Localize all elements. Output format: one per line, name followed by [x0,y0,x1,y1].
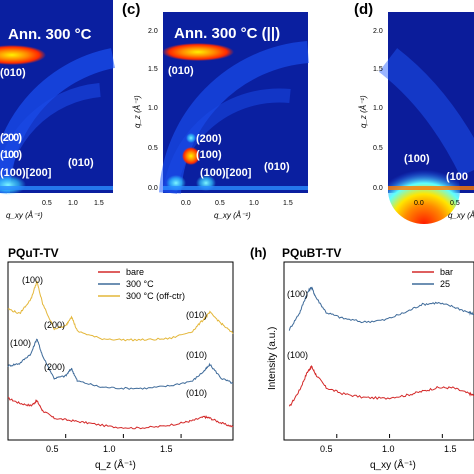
panel-g-peak-label: (010) [186,388,207,398]
series-line-300-c-off-ctr- [7,280,234,342]
panel-b-xlabel: q_xy (Å⁻¹) [6,211,43,220]
panel-c-ytick: 1.0 [148,105,158,112]
panel-g-peak-label: (100) [10,338,31,348]
panel-b-peak-label: (010) [0,67,26,79]
panel-d-giwaxs: (d) (100) (100 0.0 0.5 1.0 1.5 2.0 q_z (… [354,1,474,224]
panel-d-xlabel: q_xy (Å⁻¹) [448,211,474,220]
panel-d-letter: (d) [354,1,373,18]
panel-b-xtick: 1.5 [94,200,104,207]
legend-label-300: 300 °C [126,279,154,289]
panel-h-xlabel: q_xy (Å⁻¹) [370,458,416,471]
panel-c-ytick: 0.0 [148,185,158,192]
panel-g-peak-label: (200) [44,320,65,330]
panel-g-peak-label: (200) [44,362,65,372]
panel-g-xlabel: q_z (Å⁻¹) [95,458,136,471]
panel-c-xtick: 1.0 [249,200,259,207]
panel-c-letter: (c) [122,1,140,18]
panel-h-letter: (h) [250,245,267,260]
panel-h-xtick: 0.5 [320,444,333,454]
panel-h-legend: bar 25 [412,267,453,289]
panel-h-xtick: 1.5 [444,444,457,454]
panel-g-peak-label: (010) [186,310,207,320]
panel-b-xtick: 0.5 [42,200,52,207]
panel-g-xtick: 1.5 [160,444,173,454]
panel-c-ytick: 0.5 [148,145,158,152]
panel-b-title: Ann. 300 °C [8,26,92,43]
panel-g-series [7,280,234,430]
legend-label-25: 25 [440,279,450,289]
panel-d-peak-label: (100 [446,171,468,183]
series-line-25 [288,286,474,331]
panel-b-010-spot [0,45,46,65]
series-line-bare [7,397,234,430]
panel-h-axis-ticks [336,434,443,438]
panel-c-ylabel: q_z (Å⁻¹) [133,95,142,128]
panel-h-peak-label: (100) [287,289,308,299]
panel-h-xtick: 1.0 [382,444,395,454]
panel-h-series [288,286,474,407]
panel-b-peak-label: (100)[200] [0,167,52,179]
panel-g-xtick: 0.5 [46,444,59,454]
panel-d-ytick: 0.5 [373,145,383,152]
panel-d-ytick: 1.0 [373,105,383,112]
panel-d-ytick: 1.5 [373,66,383,73]
panel-b-peak-label: (200) [0,132,22,144]
panel-g-peak-label: (100) [22,275,43,285]
panel-g-axis-ticks [65,434,182,438]
panel-c-010-spot [162,43,234,61]
panel-g-peak-label: (010) [186,350,207,360]
panel-c-ytick: 2.0 [148,28,158,35]
panel-g-lineplot: PQuT-TV bare 300 °C 300 °C (off-ctr) (10… [7,246,234,471]
panel-b-xtick: 1.0 [68,200,78,207]
panel-c-title: Ann. 300 °C (||) [174,25,280,42]
panel-c-peak-label: (200) [196,133,222,145]
panel-d-xtick: 0.5 [450,200,460,207]
panel-b-peak-label: (100) [0,149,22,161]
panel-c-peak-label: (100) [196,149,222,161]
panel-h-lineplot: (h) PQuBT-TV Intensity (a.u.) bar 25 (10… [250,245,474,471]
panel-h-title: PQuBT-TV [282,246,341,260]
panel-c-xtick: 0.0 [181,200,191,207]
series-line-300-c [7,338,234,390]
panel-c-ytick: 1.5 [148,66,158,73]
legend-label-bar: bar [440,267,453,277]
panel-c-giwaxs: (c) Ann. 300 °C (||) (010) (200) (100) (… [122,1,310,220]
panel-h-frame [283,261,474,441]
panel-d-ytick: 0.0 [373,185,383,192]
series-line-bar [288,364,474,407]
legend-label-bare: bare [126,267,144,277]
panel-c-peak-label: (100)[200] [200,167,252,179]
panel-c-peak-label: (010) [168,65,194,77]
panel-h-peak-label: (100) [287,350,308,360]
panel-g-frame [7,261,234,441]
panel-c-xlabel: q_xy (Å⁻¹) [214,211,251,220]
panel-b-peak-label: (010) [68,157,94,169]
panel-c-xtick: 0.5 [215,200,225,207]
legend-label-300-offctr: 300 °C (off-ctr) [126,291,185,301]
panel-g-xtick: 1.0 [103,444,116,454]
panel-b-giwaxs: Ann. 300 °C (010) (200) (100) (100)[200]… [0,0,116,220]
panel-d-ylabel: q_z (Å⁻¹) [359,95,368,128]
panel-d-peak-label: (100) [404,153,430,165]
panel-c-xtick: 1.5 [283,200,293,207]
panel-c-peak-label: (010) [264,161,290,173]
panel-d-ytick: 2.0 [373,28,383,35]
panel-d-xtick: 0.0 [414,200,424,207]
panel-g-legend: bare 300 °C 300 °C (off-ctr) [98,267,185,301]
panel-g-title: PQuT-TV [8,246,59,260]
panel-h-ylabel: Intensity (a.u.) [267,327,278,390]
